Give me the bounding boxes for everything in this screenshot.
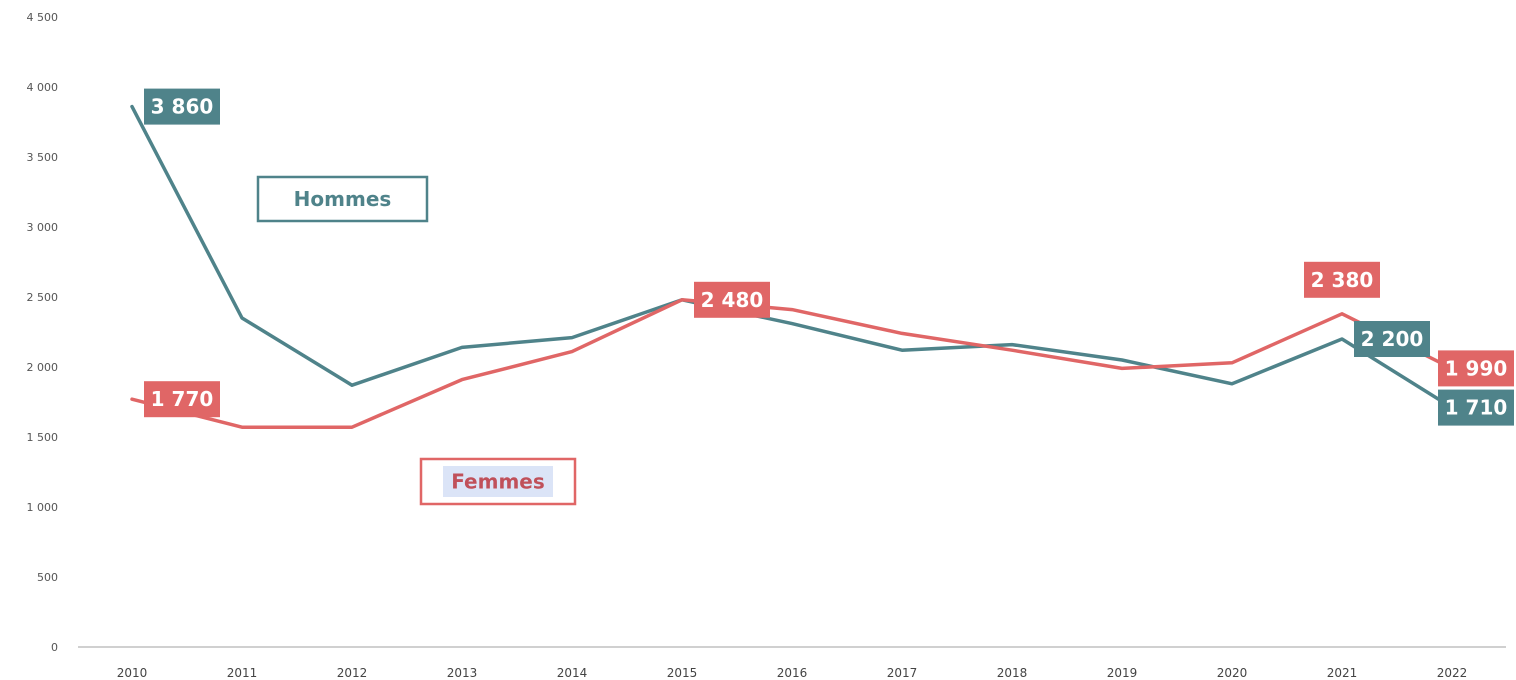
data-label-text: 1 770 <box>151 387 214 411</box>
x-tick-label: 2011 <box>227 666 258 680</box>
data-label-box <box>1304 261 1380 298</box>
y-tick-label: 3 000 <box>27 221 59 234</box>
data-label-hommes: 3 860 <box>144 88 220 125</box>
data-label-text: 1 990 <box>1445 356 1508 380</box>
data-label-text: 2 380 <box>1311 268 1374 292</box>
x-tick-label: 2010 <box>117 666 148 680</box>
series-name-frame <box>256 175 429 223</box>
x-tick-label: 2015 <box>667 666 698 680</box>
data-label-femmes: 2 380 <box>1304 261 1380 298</box>
y-tick-label: 1 000 <box>27 501 59 514</box>
series-line-hommes <box>130 104 1454 410</box>
x-axis: 2010 2011 2012 2013 2014 2015 2016 2017 2018 2019… <box>78 646 1506 680</box>
x-tick-label: 2014 <box>557 666 588 680</box>
y-tick-label: 4 000 <box>27 81 59 94</box>
x-tick-label: 2017 <box>887 666 918 680</box>
data-label-box <box>694 281 770 318</box>
data-label-box <box>1438 389 1514 426</box>
x-tick-label: 2016 <box>777 666 808 680</box>
series-name-text: Hommes <box>294 187 392 211</box>
series-line-femmes <box>130 298 1454 429</box>
y-tick-label: 0 <box>51 641 58 654</box>
series-name-box-femmes: Femmes <box>419 457 577 506</box>
data-label-femmes: 1 770 <box>144 381 220 418</box>
data-labels: 3 860 2 200 1 710 1 770 2 480 2 380 1 990 <box>144 88 1514 426</box>
data-label-hommes: 1 710 <box>1438 389 1514 426</box>
data-label-text: 2 200 <box>1361 327 1424 351</box>
data-label-femmes: 2 480 <box>694 281 770 318</box>
series-name-highlight <box>443 466 553 497</box>
x-tick-label: 2013 <box>447 666 478 680</box>
y-axis: 0 500 1 000 1 500 2 000 2 500 3 000 3 500 4 000 4… <box>27 11 59 654</box>
data-label-box <box>1438 350 1514 387</box>
series-lines <box>130 104 1454 429</box>
y-tick-label: 2 500 <box>27 291 59 304</box>
data-label-text: 3 860 <box>151 95 214 119</box>
x-tick-label: 2021 <box>1327 666 1358 680</box>
y-tick-label: 3 500 <box>27 151 59 164</box>
x-tick-label: 2019 <box>1107 666 1138 680</box>
y-tick-label: 4 500 <box>27 11 59 24</box>
series-name-boxes: Hommes Femmes <box>256 175 577 506</box>
y-tick-label: 500 <box>37 571 58 584</box>
x-tick-label: 2018 <box>997 666 1028 680</box>
data-label-text: 2 480 <box>701 288 764 312</box>
data-label-box <box>1354 321 1430 357</box>
x-tick-label: 2012 <box>337 666 368 680</box>
data-label-femmes: 1 990 <box>1438 350 1514 387</box>
y-tick-label: 2 000 <box>27 361 59 374</box>
data-label-box <box>144 381 220 418</box>
data-label-text: 1 710 <box>1445 396 1508 420</box>
series-name-text: Femmes <box>451 470 545 494</box>
data-label-hommes: 2 200 <box>1354 321 1430 357</box>
series-name-box-hommes: Hommes <box>256 175 429 223</box>
x-tick-label: 2020 <box>1217 666 1248 680</box>
data-label-box <box>144 88 220 125</box>
x-tick-label: 2022 <box>1437 666 1468 680</box>
y-tick-label: 1 500 <box>27 431 59 444</box>
